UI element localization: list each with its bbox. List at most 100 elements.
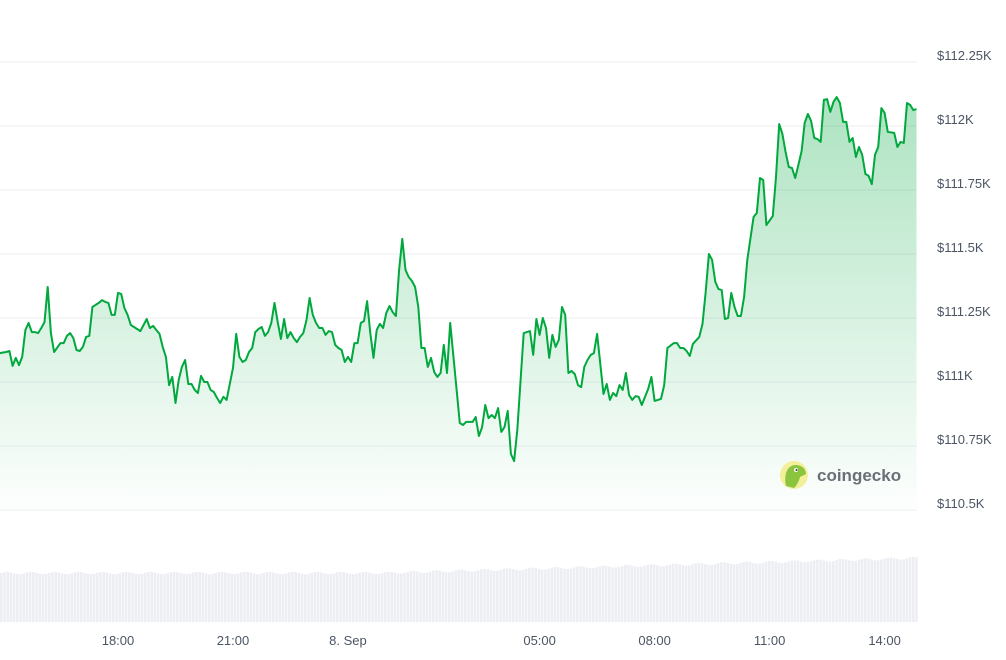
volume-bar: [275, 573, 278, 622]
volume-bar: [310, 572, 313, 622]
volume-bar: [515, 569, 518, 622]
volume-bar: [870, 559, 873, 622]
y-tick-label: $111.25K: [937, 304, 991, 319]
volume-bar: [198, 571, 201, 622]
price-area-fill: [0, 97, 917, 520]
volume-bar: [704, 564, 707, 622]
volume-bar: [345, 572, 349, 622]
volume-bar: [489, 570, 493, 622]
volume-bar: [867, 558, 870, 622]
volume-bar: [860, 558, 864, 622]
volume-bar: [886, 557, 889, 622]
volume-bar: [425, 572, 429, 622]
volume-bar: [726, 563, 729, 622]
volume-bar: [300, 573, 304, 622]
volume-bar: [38, 573, 41, 622]
volume-bar: [48, 572, 51, 622]
volume-bar: [793, 560, 797, 622]
volume-bar: [723, 562, 726, 622]
volume-bar: [617, 567, 621, 622]
y-tick-label: $111.75K: [937, 176, 991, 191]
volume-bar: [400, 573, 403, 622]
volume-bar: [636, 566, 640, 622]
volume-bar: [96, 572, 99, 622]
volume-bar: [848, 560, 851, 622]
y-tick-label: $112.25K: [937, 48, 992, 63]
volume-bar: [595, 567, 598, 622]
x-tick-label: 8. Sep: [329, 633, 367, 648]
volume-bar: [473, 571, 477, 622]
volume-bar: [3, 572, 6, 622]
volume-bar: [316, 571, 320, 622]
volume-bar: [582, 566, 585, 622]
volume-bar: [25, 572, 29, 622]
volume-bar: [16, 574, 19, 622]
volume-bar: [729, 563, 733, 622]
volume-bar: [588, 568, 592, 622]
volume-bar: [86, 573, 89, 622]
volume-bar: [912, 556, 915, 622]
price-line[interactable]: [0, 96, 917, 463]
volume-bar: [12, 573, 16, 622]
volume-bar: [320, 572, 323, 622]
x-tick-label: 05:00: [523, 633, 556, 648]
volume-bar: [339, 571, 342, 622]
volume-bar: [547, 568, 550, 622]
volume-bar: [240, 572, 243, 622]
volume-bar: [454, 570, 457, 622]
volume-bar: [352, 574, 355, 622]
volume-bar: [224, 572, 227, 622]
y-tick-label: $111.5K: [937, 240, 984, 255]
volume-bar: [112, 574, 115, 622]
volume-bar: [480, 569, 483, 622]
volume-bar: [486, 569, 489, 622]
volume-bar: [572, 567, 576, 622]
volume-bar: [342, 572, 345, 622]
volume-bar: [41, 574, 45, 622]
volume-bar: [406, 571, 409, 622]
volume-bar: [364, 571, 368, 622]
volume-bar: [819, 559, 822, 622]
volume-bar: [9, 572, 13, 622]
volume-bar: [534, 568, 537, 622]
x-tick-label: 11:00: [754, 633, 786, 648]
volume-bar: [252, 573, 256, 622]
volume-bar: [835, 560, 838, 622]
volume-bar: [668, 564, 672, 622]
volume-bar: [896, 559, 899, 622]
volume-bar: [326, 574, 329, 622]
volume-bar: [128, 572, 131, 622]
y-tick-label: $112K: [937, 112, 974, 127]
volume-bar: [233, 574, 237, 622]
volume-bar: [140, 573, 144, 622]
volume-bar: [732, 564, 736, 622]
volume-bar: [368, 572, 371, 622]
volume-bar: [211, 573, 214, 622]
volume-bar: [640, 566, 643, 622]
volume-bar: [598, 566, 601, 622]
volume-bar: [540, 569, 544, 622]
volume-bar: [492, 570, 496, 622]
volume-bar: [569, 568, 573, 622]
volume-bar: [736, 563, 739, 622]
volume-bar: [688, 565, 691, 622]
volume-bar: [176, 572, 179, 622]
volume-bar: [384, 572, 387, 622]
volume-bar: [800, 561, 803, 622]
volume-bar: [643, 565, 646, 622]
volume-bar: [99, 571, 102, 622]
volume-bar: [22, 573, 25, 622]
volume-bar: [521, 569, 525, 622]
volume-bar: [684, 565, 688, 622]
volume-bar: [195, 571, 198, 622]
volume-bar: [307, 573, 310, 622]
volume-bar: [278, 574, 281, 622]
volume-bar: [716, 563, 720, 622]
volume-bar: [432, 570, 435, 622]
volume-bar: [313, 572, 317, 622]
volume-bar: [419, 572, 422, 622]
volume-bar: [771, 561, 774, 622]
volume-bar: [620, 566, 624, 622]
volume-bar: [19, 574, 22, 622]
volume-bar: [217, 572, 221, 622]
